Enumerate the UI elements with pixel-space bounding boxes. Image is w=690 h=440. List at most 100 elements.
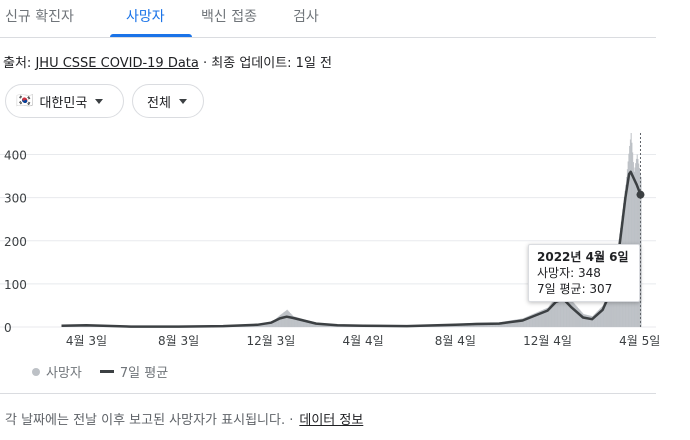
x-tick-label: 8월 4일	[435, 334, 476, 348]
deaths-bar	[640, 176, 642, 327]
deaths-bar	[611, 283, 613, 327]
deaths-bar	[583, 314, 585, 327]
deaths-bar	[571, 301, 573, 327]
tab-vaccination[interactable]: 백신 접종	[201, 9, 257, 25]
deaths-bar	[606, 296, 608, 327]
deaths-bar	[309, 320, 311, 327]
deaths-bar	[260, 324, 262, 327]
deaths-bar	[576, 307, 578, 327]
deaths-bar	[537, 311, 539, 327]
deaths-bar	[522, 318, 524, 327]
deaths-bar	[583, 314, 585, 327]
deaths-bar	[508, 320, 510, 327]
range-select[interactable]: 전체	[132, 84, 204, 118]
deaths-bar	[518, 319, 520, 327]
deaths-bar	[267, 323, 269, 327]
deaths-bar	[561, 283, 563, 327]
deaths-bar	[607, 292, 609, 327]
deaths-bar	[549, 304, 551, 327]
deaths-bar	[581, 312, 583, 327]
deaths-bar	[524, 317, 526, 327]
tab-testing[interactable]: 검사	[293, 9, 319, 25]
deaths-bar	[573, 302, 575, 327]
x-tick-label: 4월 4일	[342, 334, 383, 348]
deaths-bar	[515, 319, 517, 327]
deaths-bar	[593, 314, 595, 327]
deaths-bar	[261, 324, 263, 327]
deaths-bar	[548, 306, 550, 327]
deaths-bar	[523, 318, 525, 327]
deaths-bar	[592, 316, 594, 327]
deaths-bar	[540, 310, 542, 327]
deaths-bar	[530, 314, 532, 327]
tooltip-average: 7일 평균: 307	[537, 282, 613, 296]
country-select[interactable]: 🇰🇷 대한민국	[5, 84, 124, 118]
deaths-bar	[565, 285, 567, 327]
deaths-bar	[596, 311, 598, 327]
chevron-down-icon	[95, 98, 104, 104]
deaths-bar	[307, 320, 309, 327]
deaths-bar	[313, 321, 315, 327]
deaths-bar	[297, 317, 299, 327]
y-tick-label: 0	[4, 321, 12, 335]
deaths-bar	[636, 154, 638, 327]
deaths-bar	[311, 321, 313, 327]
deaths-bar	[612, 281, 614, 327]
country-select-label: 대한민국	[39, 95, 88, 111]
deaths-bar	[546, 308, 548, 327]
deaths-bar	[274, 319, 276, 327]
deaths-bar	[597, 310, 599, 327]
deaths-bar	[566, 287, 568, 327]
deaths-bar	[511, 320, 513, 327]
deaths-bar	[272, 321, 274, 327]
deaths-bar	[586, 314, 588, 327]
deaths-bar	[554, 298, 556, 327]
deaths-bar	[271, 322, 273, 327]
deaths-bar	[286, 309, 288, 327]
deaths-bar	[525, 317, 527, 327]
deaths-bar	[295, 316, 297, 327]
deaths-bar	[264, 323, 266, 327]
deaths-bar	[591, 316, 593, 327]
deaths-bar	[532, 314, 534, 327]
deaths-bar	[611, 285, 613, 327]
deaths-bar	[524, 317, 526, 327]
deaths-bar	[292, 316, 294, 327]
bar-legend-swatch	[32, 367, 40, 376]
deaths-bar	[558, 291, 560, 327]
deaths-bar	[579, 309, 581, 327]
deaths-bar	[550, 303, 552, 327]
deaths-bar	[536, 312, 538, 327]
deaths-chart[interactable]: 0 100 200 300 400 4월 3일 8월 3일 12월 3일 4월 4일 8월 4일…	[0, 125, 660, 355]
deaths-bar	[310, 321, 312, 327]
deaths-bar	[510, 320, 512, 327]
flag-icon: 🇰🇷	[16, 93, 34, 109]
chart-tooltip: 2022년 4월 6일 사망자: 348 7일 평균: 307	[528, 244, 640, 302]
deaths-bar	[527, 316, 529, 327]
deaths-bar	[545, 308, 547, 327]
deaths-bar	[589, 315, 591, 327]
deaths-bar	[521, 318, 523, 327]
source-link[interactable]: JHU CSSE COVID-19 Data	[35, 56, 199, 71]
deaths-bar	[572, 301, 574, 327]
deaths-bar	[632, 152, 634, 327]
deaths-bar	[547, 307, 549, 327]
deaths-bar	[285, 310, 287, 327]
deaths-bar	[605, 298, 607, 327]
average-line	[61, 170, 642, 328]
deaths-bar	[512, 320, 514, 327]
deaths-bar	[313, 322, 315, 327]
deaths-bar	[630, 133, 632, 327]
deaths-bar	[576, 306, 578, 327]
hover-marker	[636, 133, 645, 327]
deaths-bar	[585, 314, 587, 327]
deaths-bar	[542, 309, 544, 327]
deaths-bar	[598, 310, 600, 327]
deaths-bar	[259, 324, 261, 327]
deaths-bar	[588, 315, 590, 327]
tab-deaths[interactable]: 사망자	[126, 9, 165, 25]
tab-new-cases[interactable]: 신규 확진자	[5, 9, 74, 25]
deaths-bar	[504, 321, 506, 327]
about-data-link[interactable]: 데이터 정보	[299, 413, 364, 428]
deaths-bar	[258, 324, 260, 327]
